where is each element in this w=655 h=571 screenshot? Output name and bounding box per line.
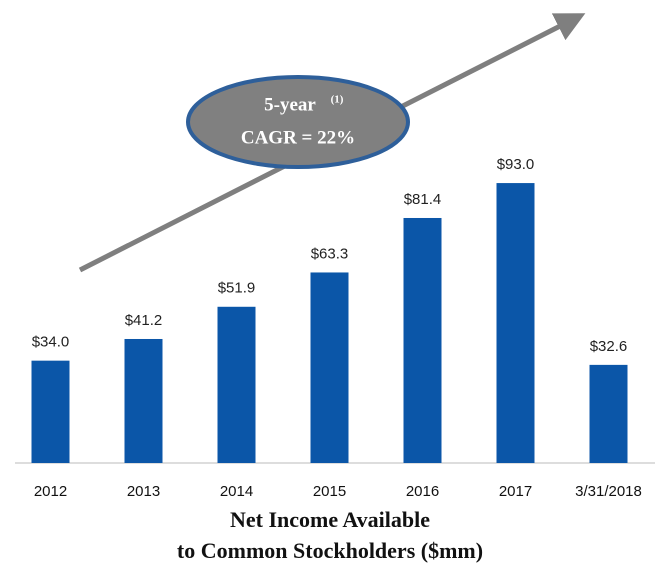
value-label: $41.2: [125, 312, 163, 329]
chart-title: Net Income Available: [230, 507, 430, 532]
chart-title: to Common Stockholders ($mm): [177, 538, 483, 563]
annotation-label: 5-year: [264, 94, 316, 115]
x-tick-label: 2017: [499, 483, 532, 500]
annotation-footnote: (1): [331, 94, 344, 106]
cagr-ellipse: [186, 75, 410, 169]
value-label: $63.3: [311, 245, 349, 262]
bar: [310, 272, 349, 463]
x-tick-label: 2015: [313, 483, 346, 500]
value-label: $81.4: [404, 191, 442, 208]
annotation-text: CAGR = 22%: [241, 127, 355, 148]
x-tick-label: 3/31/2018: [575, 483, 642, 500]
value-label: $32.6: [590, 338, 628, 355]
bar: [124, 338, 163, 463]
x-tick-label: 2014: [220, 483, 253, 500]
x-tick-label: 2013: [127, 483, 160, 500]
x-tick-label: 2016: [406, 483, 439, 500]
x-tick-label: 2012: [34, 483, 67, 500]
bar: [217, 306, 256, 463]
value-label: $34.0: [32, 334, 70, 351]
bar: [589, 364, 628, 463]
bar: [496, 183, 535, 463]
bar: [403, 217, 442, 463]
value-label: $51.9: [218, 280, 256, 297]
value-label: $93.0: [497, 156, 535, 173]
bar: [31, 360, 70, 463]
